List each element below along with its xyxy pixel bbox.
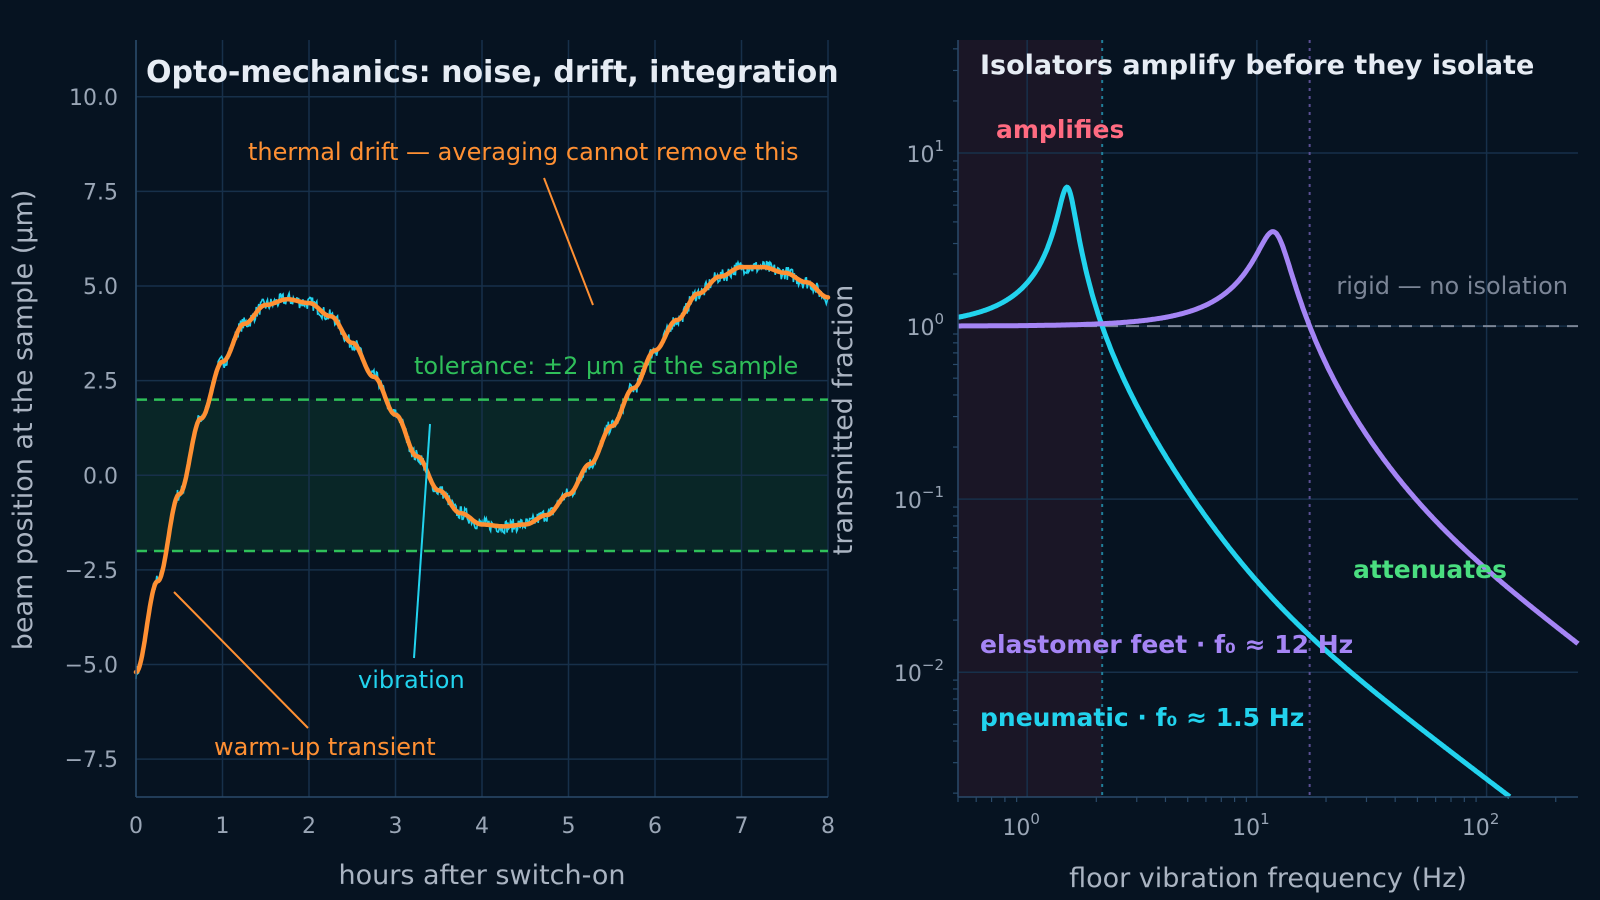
left-x-tick-label: 5 bbox=[562, 814, 576, 839]
warmup-annotation: warm-up transient bbox=[214, 733, 436, 761]
left-x-tick-label: 3 bbox=[389, 814, 403, 839]
right-x-tick-label: 101 bbox=[1232, 810, 1270, 841]
left-y-tick-label: 0.0 bbox=[83, 464, 118, 489]
right-x-tick-label: 100 bbox=[1002, 810, 1040, 841]
right-x-axis-label: floor vibration frequency (Hz) bbox=[1069, 863, 1467, 894]
left-tick-labels: 0 1 2 3 4 5 6 7 8 −7.5 −5.0 −2.5 0.0 2.5 5.0 7.5 10.0 bbox=[65, 86, 835, 839]
drift-annotation: thermal drift — averaging cannot remove … bbox=[248, 138, 799, 166]
left-y-tick-label: 10.0 bbox=[69, 86, 118, 111]
left-x-tick-label: 6 bbox=[648, 814, 662, 839]
amplifies-label: amplifies bbox=[996, 115, 1124, 144]
left-y-tick-label: 2.5 bbox=[83, 370, 118, 395]
right-y-tick-label: 10−2 bbox=[894, 656, 944, 687]
right-y-tick-label: 10−1 bbox=[894, 483, 944, 514]
pneumatic-series-label: pneumatic · f₀ ≈ 1.5 Hz bbox=[980, 703, 1304, 732]
right-y-tick-label: 101 bbox=[906, 137, 944, 168]
left-x-tick-label: 7 bbox=[735, 814, 749, 839]
left-grid bbox=[135, 40, 829, 797]
left-y-tick-label: −5.0 bbox=[65, 654, 118, 679]
warmup-annotation-arrow bbox=[173, 591, 309, 729]
right-chart-title: Isolators amplify before they isolate bbox=[980, 50, 1534, 81]
left-chart: tolerance: ±2 µm at the sample 0 1 2 3 4 5 6 7 8… bbox=[8, 40, 839, 891]
drift-series bbox=[133, 264, 831, 675]
left-x-tick-label: 4 bbox=[475, 814, 489, 839]
rigid-reference-label: rigid — no isolation bbox=[1336, 272, 1568, 300]
pneumatic-series bbox=[957, 184, 1512, 799]
left-y-tick-label: 7.5 bbox=[83, 180, 118, 205]
left-y-tick-label: −7.5 bbox=[65, 748, 118, 773]
left-y-axis-label: beam position at the sample (µm) bbox=[8, 190, 39, 651]
left-chart-title: Opto-mechanics: noise, drift, integratio… bbox=[146, 55, 839, 90]
right-y-tick-label: 100 bbox=[906, 310, 944, 341]
right-y-axis-label: transmitted fraction bbox=[828, 285, 859, 555]
elastomer-series-label: elastomer feet · f₀ ≈ 12 Hz bbox=[980, 630, 1353, 659]
right-tick-labels: 100 101 102 10−2 10−1 100 101 bbox=[894, 48, 1557, 841]
tolerance-label: tolerance: ±2 µm at the sample bbox=[414, 352, 798, 380]
left-x-tick-label: 2 bbox=[302, 814, 316, 839]
amplifies-region bbox=[958, 40, 1103, 797]
attenuates-label: attenuates bbox=[1353, 555, 1507, 584]
left-x-tick-label: 0 bbox=[129, 814, 143, 839]
left-x-tick-label: 8 bbox=[821, 814, 835, 839]
drift-annotation-arrow bbox=[543, 177, 594, 306]
vibration-annotation: vibration bbox=[358, 666, 465, 694]
right-chart: 100 101 102 10−2 10−1 100 101 Isolators amplif… bbox=[828, 40, 1580, 894]
left-x-axis-label: hours after switch-on bbox=[338, 860, 625, 891]
right-grid bbox=[958, 40, 1578, 797]
left-x-tick-label: 1 bbox=[216, 814, 230, 839]
vibration-annotation-arrow bbox=[413, 423, 431, 659]
right-x-tick-label: 102 bbox=[1462, 810, 1500, 841]
elastomer-series bbox=[958, 229, 1580, 646]
left-y-tick-label: 5.0 bbox=[83, 275, 118, 300]
left-y-tick-label: −2.5 bbox=[65, 559, 118, 584]
